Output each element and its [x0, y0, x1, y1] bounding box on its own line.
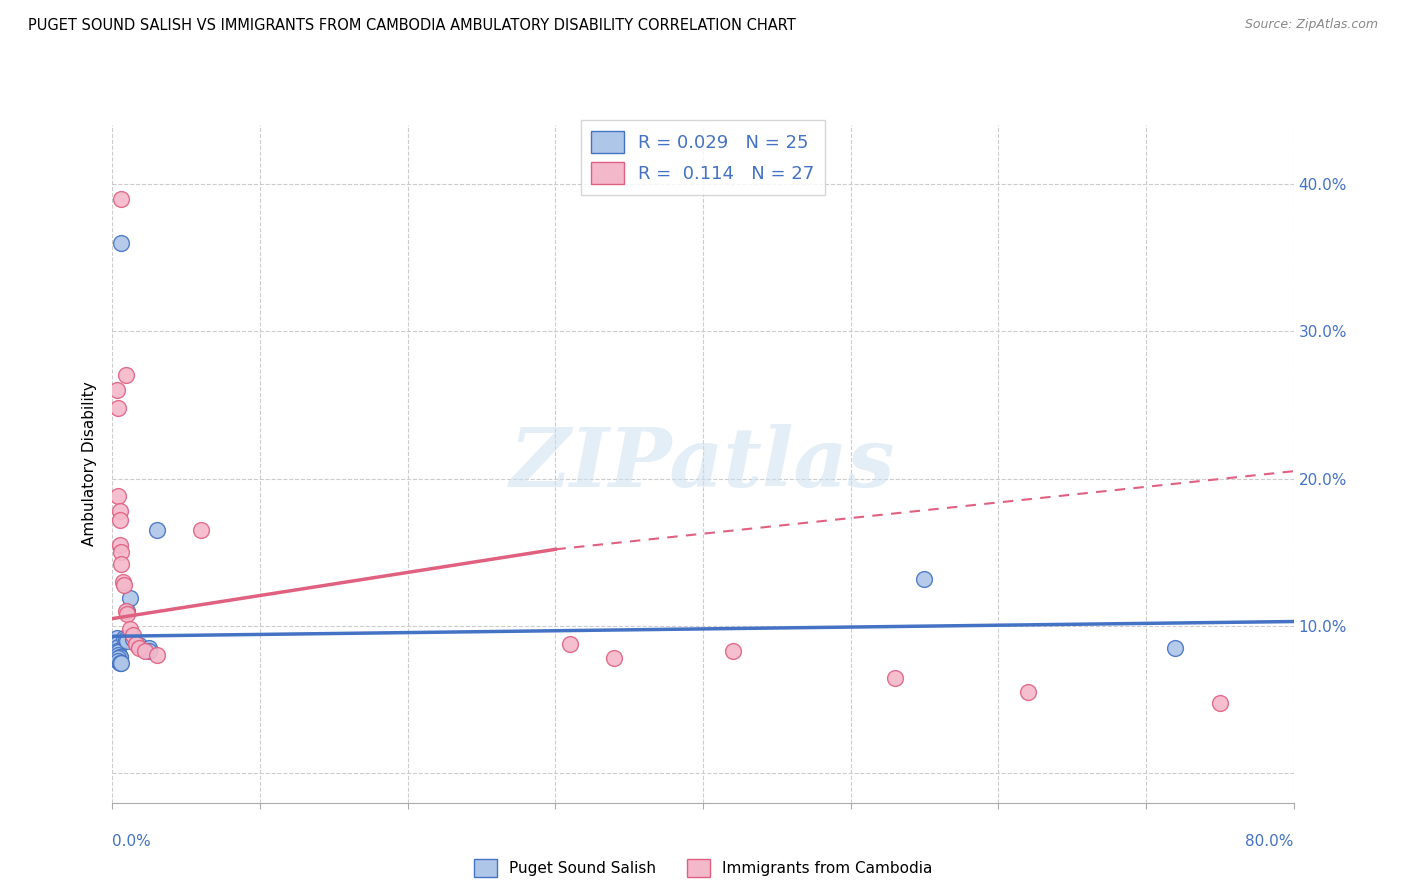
Point: [105, 644, 128, 658]
Point: [120, 591, 142, 605]
Point: [107, 648, 129, 663]
Point: [107, 654, 129, 668]
Point: [114, 368, 136, 383]
Point: [134, 644, 156, 658]
Point: [105, 637, 128, 651]
Point: [125, 637, 148, 651]
Point: [110, 545, 132, 559]
Point: [1208, 696, 1232, 710]
Point: [114, 604, 136, 618]
Text: 0.0%: 0.0%: [112, 834, 152, 849]
Point: [107, 489, 129, 503]
Point: [1164, 641, 1187, 656]
Point: [110, 656, 132, 670]
Point: [108, 504, 131, 518]
Point: [111, 574, 134, 589]
Point: [112, 577, 135, 591]
Y-axis label: Ambulatory Disability: Ambulatory Disability: [82, 382, 97, 546]
Point: [110, 235, 132, 250]
Point: [105, 383, 128, 397]
Point: [114, 632, 136, 647]
Text: 80.0%: 80.0%: [1246, 834, 1294, 849]
Point: [146, 523, 169, 537]
Point: [128, 638, 150, 652]
Point: [146, 648, 169, 663]
Point: [107, 651, 129, 665]
Point: [128, 641, 150, 656]
Text: Source: ZipAtlas.com: Source: ZipAtlas.com: [1244, 18, 1378, 31]
Point: [107, 645, 129, 659]
Point: [190, 523, 212, 537]
Text: ZIPatlas: ZIPatlas: [510, 424, 896, 504]
Point: [558, 637, 582, 651]
Point: [117, 607, 138, 622]
Point: [107, 640, 129, 654]
Point: [603, 651, 626, 665]
Point: [122, 628, 145, 642]
Point: [117, 633, 138, 648]
Point: [105, 631, 128, 645]
Point: [117, 604, 138, 618]
Point: [884, 671, 907, 685]
Point: [108, 649, 131, 664]
Point: [108, 513, 131, 527]
Point: [120, 622, 142, 636]
Point: [721, 644, 744, 658]
Point: [1017, 685, 1039, 699]
Point: [138, 641, 160, 656]
Text: PUGET SOUND SALISH VS IMMIGRANTS FROM CAMBODIA AMBULATORY DISABILITY CORRELATION: PUGET SOUND SALISH VS IMMIGRANTS FROM CA…: [28, 18, 796, 33]
Point: [108, 538, 131, 552]
Point: [108, 656, 131, 670]
Point: [108, 649, 131, 664]
Legend: Puget Sound Salish, Immigrants from Cambodia: Puget Sound Salish, Immigrants from Camb…: [468, 853, 938, 883]
Point: [138, 644, 160, 658]
Point: [110, 557, 132, 571]
Point: [914, 572, 936, 586]
Point: [107, 401, 129, 415]
Point: [110, 192, 132, 206]
Point: [122, 632, 145, 647]
Point: [112, 631, 135, 645]
